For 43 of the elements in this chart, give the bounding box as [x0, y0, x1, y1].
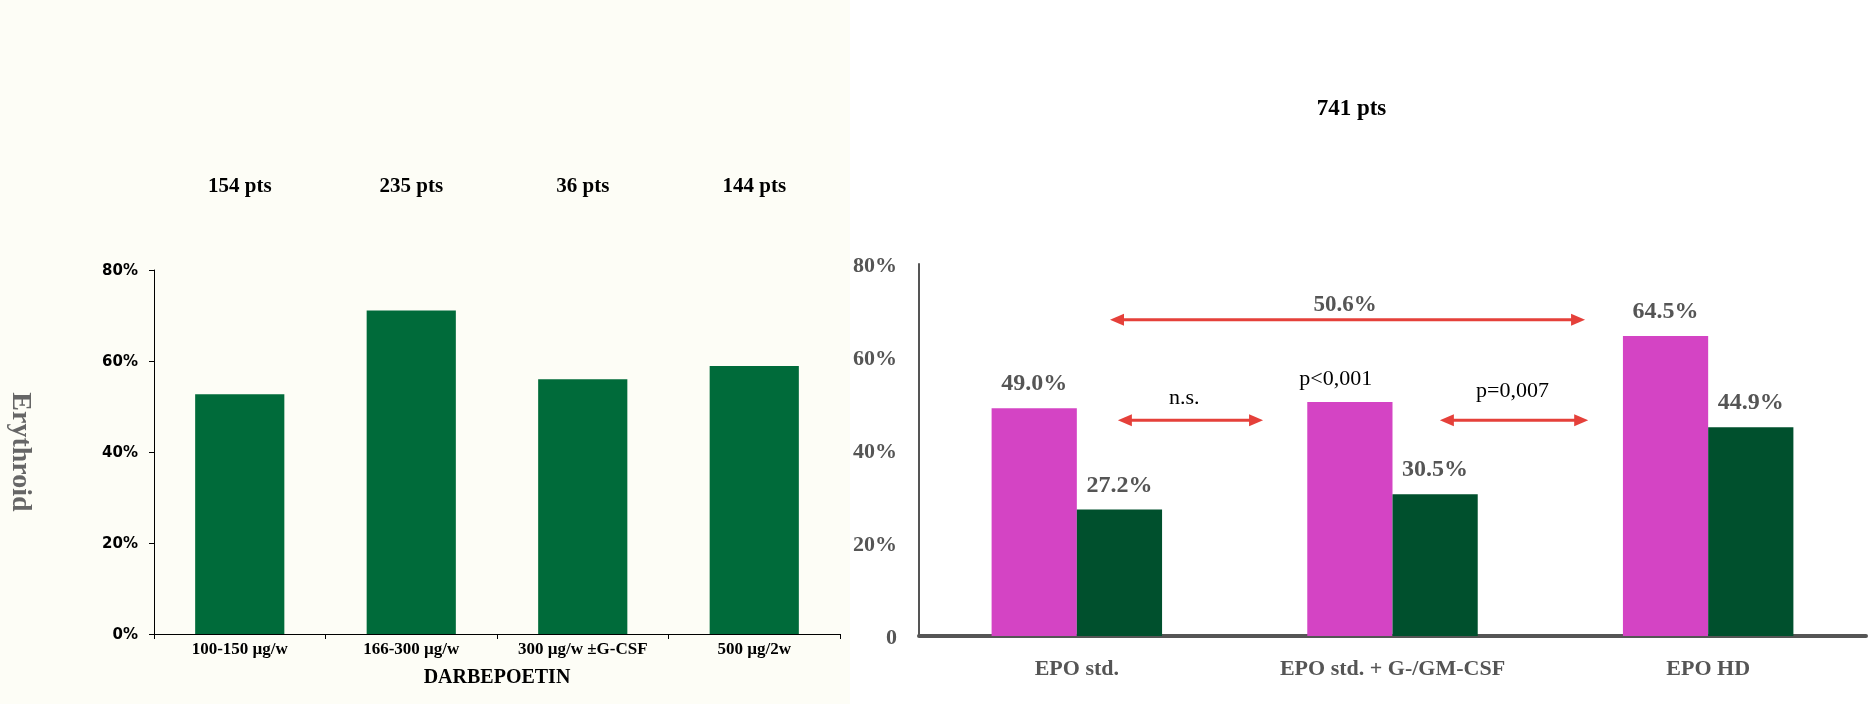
y-tick-label: 60% [102, 352, 138, 370]
y-tick-label: 40% [853, 437, 897, 463]
annotation: p=0,007 [1475, 377, 1549, 403]
bar [1708, 427, 1794, 636]
x-tick-label: 166-300 µg/w [363, 639, 461, 658]
annotation: n.s. [1168, 384, 1200, 410]
x-tick-label: 500 µg/2w [717, 639, 792, 658]
y-tick-label: 60% [853, 344, 897, 370]
y-axis-title: Erythroid [6, 392, 38, 513]
annotation: 50.6% [1313, 291, 1377, 317]
x-tick-label: 100-150 µg/w [191, 639, 289, 658]
text: 154 pts [207, 173, 272, 197]
bar [991, 408, 1077, 636]
y-tick-label: 0 [886, 623, 897, 649]
data-label: 27.2% [1086, 470, 1153, 497]
text: 36 pts [556, 173, 610, 197]
y-tick-label: 80% [102, 261, 138, 279]
y-tick-label: 40% [102, 443, 138, 461]
y-tick-label: 80% [853, 251, 897, 277]
text: 235 pts [379, 173, 444, 197]
bar [1076, 509, 1163, 636]
data-label: 64.5% [1632, 297, 1699, 324]
data-label: 49.0% [1001, 369, 1068, 396]
annotation: p<0,001 [1299, 364, 1373, 390]
text: 741 pts [1316, 94, 1387, 120]
bar [195, 394, 285, 634]
text: 144 pts [722, 173, 787, 197]
bar [1392, 494, 1478, 636]
x-tick-label: EPO std. + G-/GM-CSF [1279, 654, 1506, 680]
bar [366, 310, 456, 634]
data-label: 44.9% [1717, 388, 1784, 415]
bar [1307, 402, 1393, 636]
bar [538, 379, 628, 634]
y-tick-label: 20% [853, 530, 897, 556]
x-axis-title: DARBEPOETIN [423, 665, 571, 687]
data-label: 30.5% [1402, 455, 1469, 482]
y-tick-label: 20% [102, 534, 138, 552]
x-tick-label: 300 µg/w ±G-CSF [517, 639, 648, 658]
x-tick-label: EPO std. [1034, 654, 1120, 680]
bar [1622, 336, 1709, 636]
bar [709, 366, 799, 634]
y-tick-label: 0% [112, 625, 138, 643]
x-tick-label: EPO HD [1666, 654, 1751, 680]
